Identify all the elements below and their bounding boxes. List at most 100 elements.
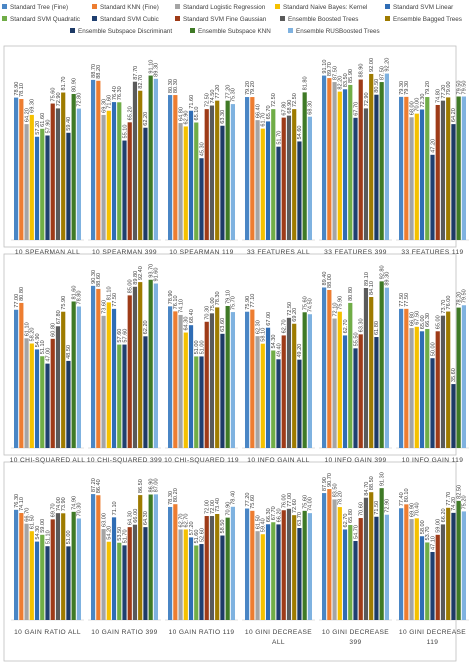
bar — [173, 311, 178, 448]
data-label: 73.60 — [101, 300, 107, 314]
data-label: 79.30 — [404, 81, 410, 95]
bar — [199, 544, 204, 620]
bar — [342, 89, 348, 240]
data-label: 70.60 — [359, 502, 365, 516]
data-label: 76.40 — [112, 86, 118, 100]
data-label: 79.10 — [225, 290, 231, 304]
bar — [307, 513, 312, 620]
data-label: 69.90 — [409, 503, 415, 517]
data-label: 70.40 — [415, 502, 421, 516]
bar — [384, 73, 389, 240]
category-label: 399 — [349, 639, 361, 646]
bar — [19, 512, 24, 620]
bar — [194, 545, 199, 620]
data-label: 66.40 — [255, 104, 261, 118]
bar — [106, 110, 111, 241]
data-label: 78.10 — [19, 83, 25, 97]
data-label: 92.40 — [138, 266, 144, 280]
category-label: 33 FEATURES ALL — [247, 249, 310, 256]
legend-label: Ensemble RUSBoosted Trees — [296, 28, 380, 35]
legend-swatch — [385, 16, 390, 21]
data-label: 70.00 — [415, 98, 421, 112]
bar — [363, 108, 369, 240]
bar — [404, 308, 409, 448]
bar — [225, 517, 230, 620]
data-label: 91.10 — [148, 60, 154, 74]
data-label: 60.80 — [51, 323, 57, 337]
bar — [286, 115, 292, 240]
data-label: 47.00 — [45, 348, 51, 362]
data-label: 72.50 — [287, 302, 293, 316]
data-label: 59.00 — [436, 519, 442, 533]
bar — [106, 541, 111, 620]
data-label: 90.30 — [91, 270, 97, 284]
data-label: 74.00 — [308, 497, 314, 511]
bar — [132, 81, 138, 240]
legend-swatch — [2, 16, 7, 21]
bar — [19, 99, 24, 240]
data-label: 72.90 — [56, 92, 62, 106]
data-label: 63.00 — [101, 513, 107, 527]
data-label: 66.70 — [24, 508, 30, 522]
bar — [40, 534, 45, 620]
bar — [61, 311, 66, 448]
bar — [302, 312, 307, 448]
bar — [265, 327, 271, 448]
bar — [183, 529, 188, 620]
data-label: 57.20 — [35, 121, 41, 135]
bar — [461, 511, 466, 620]
bar — [379, 82, 384, 240]
bar — [117, 542, 122, 620]
data-label: 77.20 — [215, 85, 221, 99]
bar — [440, 524, 446, 620]
legend-label: Ensemble Bagged Trees — [393, 16, 462, 23]
category-group: 89.40 88.00 72.10 75.90 62.70 80.80 55.5063.30… — [319, 265, 392, 464]
bar — [204, 321, 209, 448]
bar — [138, 495, 143, 620]
legend-swatch — [92, 16, 97, 21]
data-label: 59.40 — [261, 518, 267, 532]
legend-label: Standard SVM Fine Gaussian — [183, 16, 267, 23]
data-label: 77.50 — [112, 293, 118, 307]
bar — [34, 349, 40, 448]
bar — [435, 104, 440, 241]
data-label: 66.30 — [425, 313, 431, 327]
bar — [143, 527, 148, 620]
bar — [342, 529, 348, 620]
data-label: 80.80 — [348, 287, 354, 301]
bar — [332, 318, 337, 448]
category-label: 10 GAIN RATIO ALL — [14, 629, 81, 636]
data-label: 77.20 — [245, 493, 251, 507]
bar — [419, 109, 425, 240]
data-label: 77.00 — [14, 294, 20, 308]
bar — [29, 531, 34, 620]
bar — [173, 504, 178, 620]
data-label: 67.80 — [56, 310, 62, 324]
category-label: 33 FEATURES 399 — [324, 249, 387, 256]
data-label: 76.30 — [117, 86, 123, 100]
data-label: 66.00 — [133, 509, 139, 523]
data-label: 65.80 — [348, 509, 354, 523]
bar — [91, 494, 96, 620]
data-label: 59.40 — [66, 117, 72, 131]
bar — [143, 127, 148, 240]
bar — [297, 359, 302, 448]
data-label: 65.10 — [194, 106, 200, 120]
bar — [204, 516, 209, 620]
bar — [101, 114, 106, 240]
bar — [446, 311, 451, 448]
data-label: 70.30 — [77, 502, 83, 516]
data-label: 51.10 — [40, 340, 46, 354]
legend-item: Ensemble Bagged Trees — [385, 16, 462, 23]
data-label: 77.10 — [250, 294, 256, 308]
data-label: 73.90 — [61, 497, 67, 511]
bar — [358, 518, 363, 620]
data-label: 66.20 — [441, 508, 447, 522]
data-label: 83.50 — [332, 483, 338, 497]
data-label: 64.30 — [184, 317, 190, 331]
bar — [230, 312, 235, 448]
bar — [286, 508, 292, 620]
